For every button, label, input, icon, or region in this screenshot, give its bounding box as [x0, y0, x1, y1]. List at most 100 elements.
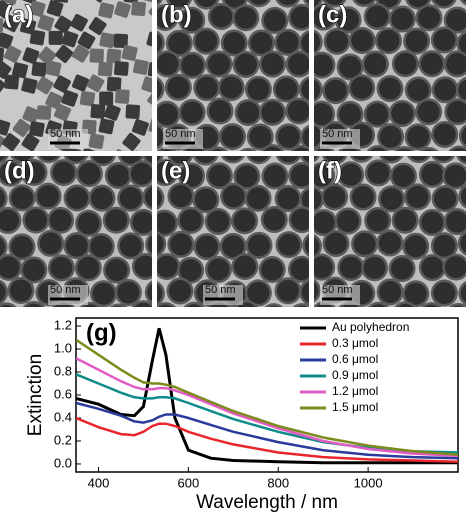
particle	[406, 185, 429, 208]
particle	[314, 236, 320, 256]
particle	[45, 60, 62, 77]
particle	[10, 235, 33, 258]
particle	[460, 283, 466, 303]
particle	[433, 123, 456, 146]
particle	[434, 156, 453, 161]
particle	[181, 54, 204, 77]
particle	[268, 305, 280, 307]
particle	[13, 156, 32, 162]
particle	[277, 187, 300, 210]
x-tick-label: 600	[178, 475, 200, 490]
particle	[394, 209, 417, 232]
particle	[157, 212, 176, 235]
particle	[314, 256, 333, 279]
legend-label: Au polyhedron	[332, 320, 409, 334]
particle	[131, 1, 146, 17]
particle	[391, 257, 414, 280]
particle	[168, 32, 191, 55]
particle	[314, 79, 321, 100]
particle	[417, 100, 440, 123]
x-tick-label: 1000	[354, 475, 383, 490]
particle	[90, 103, 106, 119]
particle	[37, 14, 55, 32]
particle	[89, 48, 104, 63]
particle	[0, 304, 14, 307]
particle	[301, 189, 309, 211]
particle	[293, 147, 309, 151]
scale-bar-label: 50 nm	[50, 128, 81, 140]
particle	[77, 212, 100, 235]
particle	[235, 165, 258, 188]
particle-shell	[207, 146, 228, 151]
particle-shell	[239, 147, 258, 151]
x-tick-label: 800	[267, 475, 289, 490]
particle	[394, 52, 417, 75]
particle	[244, 150, 253, 151]
particle	[353, 232, 376, 255]
particle	[21, 77, 38, 94]
particle	[339, 256, 362, 279]
particle	[146, 31, 152, 48]
particle	[424, 304, 439, 307]
particle	[420, 52, 443, 75]
particle	[434, 0, 454, 7]
particle	[0, 237, 6, 257]
particle	[339, 103, 362, 126]
particle	[314, 211, 335, 234]
particle	[131, 118, 149, 136]
particle	[22, 161, 45, 184]
particle	[249, 156, 269, 162]
particle	[107, 164, 130, 187]
particle	[301, 78, 309, 100]
particle	[210, 5, 233, 28]
particle	[114, 1, 131, 18]
particle	[88, 17, 107, 35]
particle	[366, 209, 389, 232]
particle	[29, 0, 46, 17]
particle	[458, 79, 466, 101]
particle	[125, 104, 141, 119]
particle	[397, 148, 412, 151]
particle	[38, 46, 57, 65]
particle	[195, 30, 218, 53]
y-tick-label: 0.4	[54, 409, 72, 424]
particle	[305, 0, 309, 4]
particle	[157, 126, 164, 147]
particle	[83, 304, 98, 307]
particle	[397, 303, 414, 307]
particle	[421, 211, 444, 234]
particle	[22, 106, 40, 124]
particle	[88, 133, 105, 150]
particle	[247, 281, 270, 304]
particle	[12, 118, 31, 137]
tem-panel: (e) 50 nm	[157, 156, 309, 307]
particle	[168, 0, 190, 8]
particle	[90, 187, 113, 210]
particle-shell	[264, 303, 284, 307]
particle	[147, 283, 152, 302]
tem-panel: (c) 50 nm	[314, 0, 466, 151]
particle	[461, 127, 466, 145]
particle	[371, 304, 386, 307]
particle-shell	[420, 302, 442, 307]
particle	[195, 156, 216, 164]
particle	[0, 132, 5, 151]
particle	[45, 91, 63, 110]
scale-bar-label: 50 nm	[165, 128, 196, 140]
particle	[249, 0, 268, 5]
particle	[157, 33, 163, 53]
particle	[9, 279, 32, 302]
particle	[314, 164, 333, 187]
particle	[209, 100, 232, 123]
particle	[421, 256, 444, 279]
particle	[234, 53, 257, 76]
particle	[168, 279, 191, 302]
particle	[50, 256, 73, 279]
particle	[314, 6, 335, 29]
particle	[207, 258, 230, 281]
particle	[180, 164, 203, 187]
particle	[446, 100, 466, 123]
panel-label: (e)	[161, 157, 190, 184]
y-tick-label: 1.0	[54, 340, 72, 355]
particle	[121, 44, 138, 61]
